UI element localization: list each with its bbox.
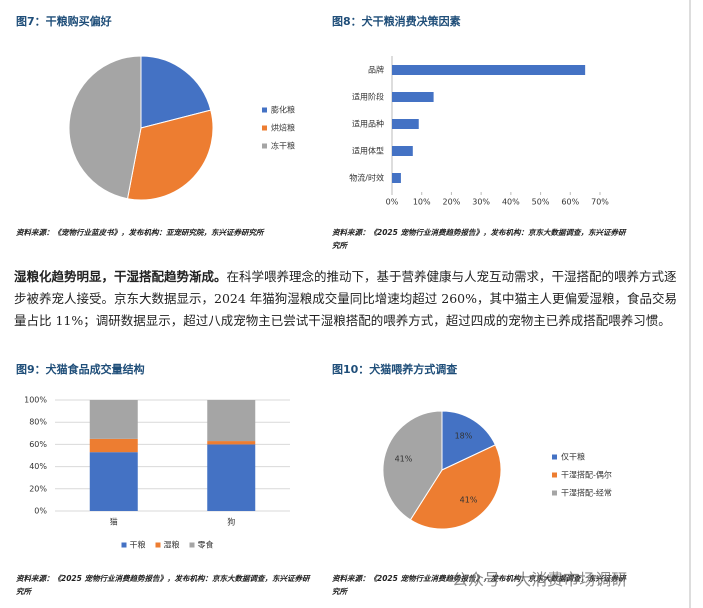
bar-segment [207,441,256,445]
value-label: 41% [395,454,413,463]
legend-label: 干粮 [130,540,146,550]
watermark: 公众号 · 大消费市场调研 [452,570,628,589]
y-tick-label: 100% [24,396,47,405]
x-tick-label: 狗 [227,517,235,527]
x-tick-label: 20% [443,198,461,207]
x-tick-label: 70% [591,198,609,207]
legend-swatch [189,542,195,548]
y-tick-label: 物流/时效 [349,173,384,183]
y-tick-label: 60% [29,440,47,449]
pie-slice [441,410,497,471]
x-tick-label: 50% [532,198,550,207]
legend-swatch [262,107,267,113]
y-tick-label: 适用品种 [352,119,384,129]
legend-label: 烘焙粮 [271,123,295,133]
pie-slice [382,410,443,521]
legend-swatch [552,454,557,460]
legend-swatch [121,542,127,548]
legend-swatch [552,472,557,478]
x-tick-label: 60% [561,198,579,207]
bar [392,146,413,156]
source: 资料来源：《2025 宠物行业消费趋势报告》，发布机构：京东大数据调查，东兴证券… [332,574,626,596]
legend-label: 干湿搭配-偶尔 [561,470,612,480]
source: 资料来源：《2025 宠物行业消费趋势报告》，发布机构：京东大数据调查，东兴证券… [16,574,310,596]
legend-swatch [552,490,557,496]
legend-label: 干湿搭配-经常 [561,488,612,498]
bar [392,65,586,75]
y-tick-label: 适用体型 [352,146,384,156]
paragraph-body: 在科学喂养理念的推动下，基于营养健康与人宠互动需求，干湿搭配的喂养方式逐步被养宠… [14,269,677,328]
chart-title: 图7：干粮购买偏好 [16,14,112,28]
bar-segment [89,438,138,453]
legend-label: 仅干粮 [561,452,585,462]
legend-label: 膨化粮 [271,105,295,115]
y-tick-label: 品牌 [368,65,384,75]
paragraph-lead: 湿粮化趋势明显，干湿搭配趋势渐成。 [14,269,227,284]
x-tick-label: 10% [413,198,431,207]
bar [392,173,401,183]
x-tick-label: 30% [472,198,490,207]
x-tick-label: 40% [502,198,520,207]
y-tick-label: 20% [29,484,47,493]
x-tick-label: 猫 [110,517,118,527]
value-label: 41% [460,496,478,505]
chart-title: 图9：犬猫食品成交量结构 [16,362,145,376]
bar-segment [89,452,138,511]
pie-slice [126,109,214,201]
legend-swatch [262,143,267,149]
legend-swatch [155,542,161,548]
y-tick-label: 40% [29,462,47,471]
legend-label: 湿粮 [164,540,180,550]
value-label: 18% [455,432,473,441]
bar-segment [207,400,256,442]
source: 资料来源：《宠物行业蓝皮书》，发布机构：亚宠研究院，东兴证券研究所 [16,228,264,237]
y-tick-label: 80% [29,418,47,427]
y-tick-label: 0% [34,507,47,516]
source: 资料来源：《2025 宠物行业消费趋势报告》，发布机构：京东大数据调查，东兴证券… [332,228,626,250]
y-tick-label: 适用阶段 [352,92,384,102]
bar [392,92,434,102]
pie-slice [140,55,212,129]
x-tick-label: 0% [386,198,399,207]
chart-title: 图10：犬猫喂养方式调查 [332,362,457,376]
legend-label: 零食 [198,540,214,550]
paragraph: 湿粮化趋势明显，干湿搭配趋势渐成。在科学喂养理念的推动下，基于营养健康与人宠互动… [14,266,682,332]
bar [392,119,419,129]
pie-slice [68,55,142,200]
bar-segment [207,444,256,511]
legend-swatch [262,125,267,131]
bar-segment [89,400,138,439]
pie-slice [409,444,502,530]
chart-title: 图8：犬干粮消费决策因素 [332,14,461,28]
legend-label: 冻干粮 [271,141,295,151]
